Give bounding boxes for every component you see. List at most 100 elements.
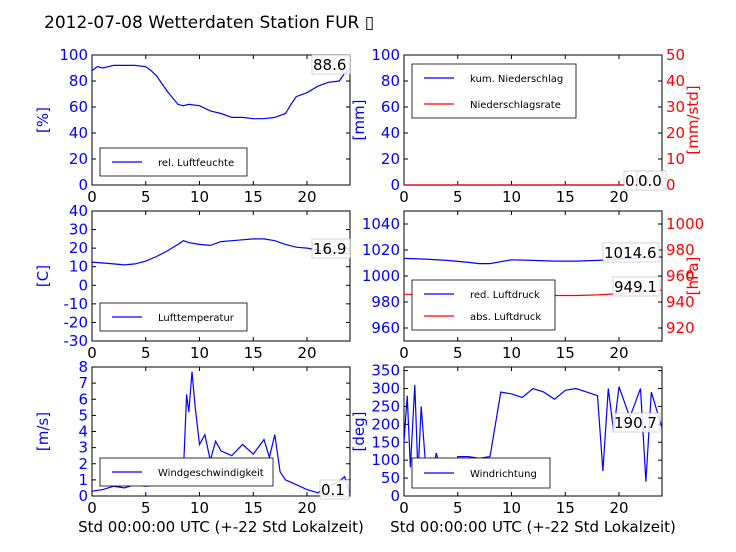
legend-wind_speed: Windgeschwindigkeit: [99, 457, 274, 487]
y2-axis-label: [hPa]: [684, 257, 702, 296]
y-tick-label: 0: [78, 176, 88, 194]
y2-tick-label: 50: [666, 46, 685, 64]
x-axis-label: Std 00:00:00 UTC (+-22 Std Lokalzeit): [390, 518, 676, 536]
value-annotation: 190.7: [614, 414, 657, 432]
y-tick-label: 20: [381, 150, 400, 168]
x-tick-label: 20: [609, 344, 628, 362]
y2-tick-label: 920: [666, 319, 695, 337]
x-tick-label: 15: [244, 499, 263, 517]
y-tick-label: 10: [69, 258, 88, 276]
value-annotation: 0.0: [638, 172, 662, 190]
x-tick-label: 20: [297, 499, 316, 517]
y2-tick-label: 40: [666, 72, 685, 90]
value-annotation: 1014.6: [604, 244, 657, 262]
legend-frame: [411, 279, 556, 331]
y-tick-label: 200: [371, 415, 400, 433]
legend-entry: Niederschlagsrate: [470, 100, 561, 111]
y-tick-label: 30: [69, 221, 88, 239]
panel-humidity: 0 5 10 15 20 0 20 40 60 80 100 [%] rel. Luftfeuchte 8…: [34, 46, 351, 206]
x-tick-label: 20: [609, 188, 628, 206]
x-tick-label: 15: [244, 344, 263, 362]
y-tick-label: 6: [78, 390, 88, 408]
figure-title: 2012-07-08 Wetterdaten Station FUR ▯: [44, 13, 374, 33]
value-annotation: 16.9: [313, 240, 346, 258]
x-tick-label: 5: [453, 499, 463, 517]
y-tick-label: 4: [78, 423, 88, 441]
value-annotation: 88.6: [313, 56, 346, 74]
y-axis-label: [%]: [34, 107, 52, 133]
y-tick-label: 0: [78, 487, 88, 505]
x-tick-label: 5: [141, 188, 151, 206]
x-tick-label: 0: [399, 188, 409, 206]
y-tick-label: 1: [78, 471, 88, 489]
y-tick-label: 60: [381, 98, 400, 116]
y-tick-label: 150: [371, 433, 400, 451]
x-tick-label: 10: [502, 499, 521, 517]
y2-tick-label: 30: [666, 98, 685, 116]
y-tick-label: 40: [69, 202, 88, 220]
y-axis-label: [deg]: [350, 412, 368, 452]
y-axis-label: [mm]: [350, 100, 368, 141]
y-tick-label: 60: [69, 98, 88, 116]
y-tick-label: 5: [78, 406, 88, 424]
y-tick-label: 0: [390, 487, 400, 505]
x-tick-label: 5: [141, 344, 151, 362]
legend-entry: kum. Niederschlag: [470, 74, 563, 85]
x-tick-label: 15: [244, 188, 263, 206]
legend-entry: Windrichtung: [470, 469, 537, 480]
y-tick-label: 0: [390, 176, 400, 194]
y-tick-label: 1040: [362, 215, 400, 233]
y2-tick-label: 0: [666, 176, 676, 194]
legend-entry: Lufttemperatur: [158, 313, 235, 324]
y-axis-label: [C]: [34, 265, 52, 287]
x-axis-label: Std 00:00:00 UTC (+-22 Std Lokalzeit): [78, 518, 364, 536]
value-annotation: 0.1: [321, 481, 345, 499]
x-tick-label: 5: [141, 499, 151, 517]
x-tick-label: 15: [556, 344, 575, 362]
series-humidity-0: [91, 64, 351, 120]
y-axis-label: [m/s]: [34, 412, 52, 451]
y-tick-label: 40: [69, 124, 88, 142]
y-tick-label: -20: [64, 313, 89, 331]
y-tick-label: 960: [371, 319, 400, 337]
y-tick-label: 1000: [362, 267, 400, 285]
y-tick-label: 100: [59, 46, 88, 64]
value-annotation-box: [636, 170, 667, 191]
x-tick-label: 15: [556, 499, 575, 517]
x-tick-label: 5: [453, 344, 463, 362]
x-tick-label: 10: [190, 499, 209, 517]
value-annotation-box: [612, 412, 661, 433]
y-tick-label: 300: [371, 380, 400, 398]
legend-entry: abs. Luftdruck: [470, 312, 541, 323]
legend-entry: Windgeschwindigkeit: [158, 468, 264, 479]
legend-precipitation: kum. Niederschlag Niederschlagsrate: [411, 63, 577, 119]
value-annotation-box: [311, 238, 351, 259]
x-tick-label: 0: [87, 188, 97, 206]
y-tick-label: 100: [371, 46, 400, 64]
value-annotation-box: [612, 276, 661, 297]
legend-entry: rel. Luftfeuchte: [158, 158, 234, 169]
y-tick-label: 20: [69, 239, 88, 257]
y-tick-label: 20: [69, 150, 88, 168]
panel-precipitation: 0 5 10 15 20 0 20 40 60 80 100 0 10 20 30 40 50 [mm/std] […: [350, 46, 702, 206]
y2-tick-label: 940: [666, 293, 695, 311]
x-tick-label: 15: [556, 188, 575, 206]
y-tick-label: -10: [64, 295, 89, 313]
x-tick-label: 0: [87, 499, 97, 517]
value-annotation-box: [319, 479, 350, 500]
value-annotation-box: [311, 54, 351, 75]
y-tick-label: 80: [381, 72, 400, 90]
value-annotation: 949.1: [614, 278, 657, 296]
y-tick-label: 3: [78, 439, 88, 457]
y-tick-label: 80: [69, 72, 88, 90]
value-annotation-box: [602, 242, 660, 263]
y-tick-label: 350: [371, 362, 400, 380]
legend-temperature: Lufttemperatur: [99, 302, 248, 332]
x-tick-label: 20: [297, 344, 316, 362]
x-tick-label: 10: [502, 188, 521, 206]
y-tick-label: 2: [78, 455, 88, 473]
